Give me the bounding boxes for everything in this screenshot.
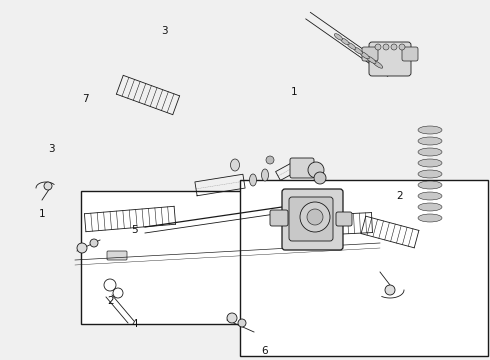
Text: 2: 2 xyxy=(107,296,114,306)
Ellipse shape xyxy=(418,170,442,178)
Circle shape xyxy=(314,172,326,184)
FancyBboxPatch shape xyxy=(270,210,288,226)
Text: 4: 4 xyxy=(131,319,138,329)
Text: 2: 2 xyxy=(396,191,403,201)
Ellipse shape xyxy=(418,214,442,222)
Ellipse shape xyxy=(262,169,269,181)
FancyBboxPatch shape xyxy=(369,42,411,76)
Ellipse shape xyxy=(347,42,356,49)
FancyBboxPatch shape xyxy=(402,47,418,61)
Ellipse shape xyxy=(230,159,240,171)
Circle shape xyxy=(227,313,237,323)
Circle shape xyxy=(307,209,323,225)
Circle shape xyxy=(90,239,98,247)
FancyBboxPatch shape xyxy=(282,189,343,250)
Text: 7: 7 xyxy=(82,94,89,104)
Ellipse shape xyxy=(418,126,442,134)
Circle shape xyxy=(308,162,324,178)
Circle shape xyxy=(77,243,87,253)
Text: 5: 5 xyxy=(131,225,138,235)
Circle shape xyxy=(385,285,395,295)
Bar xyxy=(240,180,488,356)
Ellipse shape xyxy=(360,51,369,59)
Text: 6: 6 xyxy=(261,346,268,356)
Text: 1: 1 xyxy=(291,87,297,97)
Ellipse shape xyxy=(418,192,442,200)
Circle shape xyxy=(391,44,397,50)
Ellipse shape xyxy=(373,60,383,68)
Ellipse shape xyxy=(366,56,376,63)
Ellipse shape xyxy=(334,34,343,40)
FancyBboxPatch shape xyxy=(290,158,314,178)
Ellipse shape xyxy=(249,174,256,186)
Text: 1: 1 xyxy=(38,209,45,219)
Circle shape xyxy=(266,156,274,164)
Circle shape xyxy=(238,319,246,327)
Ellipse shape xyxy=(418,181,442,189)
FancyBboxPatch shape xyxy=(362,47,378,61)
Circle shape xyxy=(399,44,405,50)
FancyBboxPatch shape xyxy=(336,212,352,226)
Ellipse shape xyxy=(418,137,442,145)
Ellipse shape xyxy=(341,38,349,45)
FancyBboxPatch shape xyxy=(289,197,333,241)
Text: 3: 3 xyxy=(161,26,168,36)
Circle shape xyxy=(44,182,52,190)
Circle shape xyxy=(383,44,389,50)
Circle shape xyxy=(375,44,381,50)
Text: 3: 3 xyxy=(48,144,55,154)
Ellipse shape xyxy=(418,203,442,211)
Ellipse shape xyxy=(418,159,442,167)
Ellipse shape xyxy=(353,47,363,54)
Bar xyxy=(81,191,245,324)
Circle shape xyxy=(300,202,330,232)
Ellipse shape xyxy=(418,148,442,156)
FancyBboxPatch shape xyxy=(107,251,127,260)
